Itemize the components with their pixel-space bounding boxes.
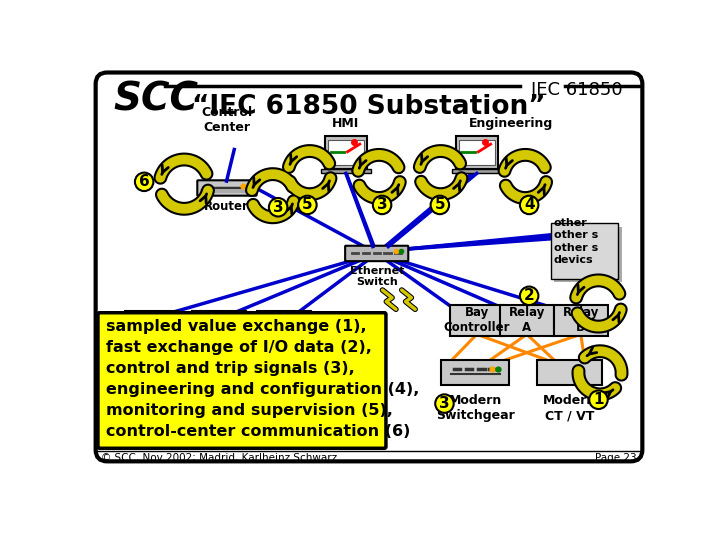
Bar [321,168,372,173]
Text: HMI: HMI [332,117,359,130]
Circle shape [435,394,454,413]
Text: Page 23: Page 23 [595,453,637,463]
Circle shape [520,287,539,305]
Text: Control
Center: Control Center [201,106,252,134]
Text: 5: 5 [302,198,312,212]
Bar [551,224,618,279]
Text: Bay: Bay [140,318,163,328]
Bar [500,305,554,336]
Text: Ethernet
Switch: Ethernet Switch [349,266,404,287]
Text: 2: 2 [523,288,534,303]
Text: 3: 3 [377,198,387,212]
Text: Modern
CT / VT: Modern CT / VT [543,394,596,422]
FancyBboxPatch shape [98,313,386,448]
Text: 4: 4 [524,198,534,212]
Bar [452,168,503,173]
Text: Relay: Relay [267,318,302,328]
Text: SCC: SCC [113,81,199,119]
Text: 1: 1 [593,392,603,407]
FancyBboxPatch shape [345,246,408,261]
Bar [450,305,504,336]
Text: Relay
A: Relay A [508,306,545,334]
Text: Relay
B: Relay B [562,306,599,334]
Text: 5: 5 [435,198,445,212]
Circle shape [589,390,608,409]
Circle shape [431,195,449,214]
Bar [537,361,601,385]
FancyBboxPatch shape [197,180,256,195]
Text: Engineering: Engineering [469,117,554,130]
Text: devics: devics [554,255,593,265]
Circle shape [269,198,287,217]
Text: IEC 61850: IEC 61850 [531,81,622,99]
Text: © SCC, Nov 2002; Madrid, Karlheinz Schwarz: © SCC, Nov 2002; Madrid, Karlheinz Schwa… [101,453,337,463]
Bar [328,140,364,165]
Circle shape [373,195,392,214]
Bar [554,305,608,336]
Text: 6: 6 [139,174,150,190]
Text: “IEC 61850 Substation”: “IEC 61850 Substation” [192,94,546,120]
Text: other s: other s [554,242,598,253]
Text: other: other [554,218,588,228]
Bar [125,311,179,334]
Bar [257,311,311,334]
Bar [554,226,621,282]
Text: Bay
Controller: Bay Controller [444,306,510,334]
Text: Modern
Switchgear: Modern Switchgear [436,394,515,422]
Bar [456,137,498,168]
Bar [325,137,367,168]
Circle shape [135,173,153,191]
Text: 3: 3 [273,200,284,215]
Bar [459,140,495,165]
Bar [199,189,254,193]
Circle shape [520,195,539,214]
Text: other s: other s [554,231,598,240]
Bar [192,311,246,334]
Circle shape [298,195,317,214]
Text: Relay: Relay [202,318,236,328]
Text: Router: Router [204,200,249,213]
Text: 3: 3 [439,396,450,411]
Text: sampled value exchange (1),
fast exchange of I/O data (2),
control and trip sign: sampled value exchange (1), fast exchang… [106,319,419,439]
Bar [441,361,509,385]
